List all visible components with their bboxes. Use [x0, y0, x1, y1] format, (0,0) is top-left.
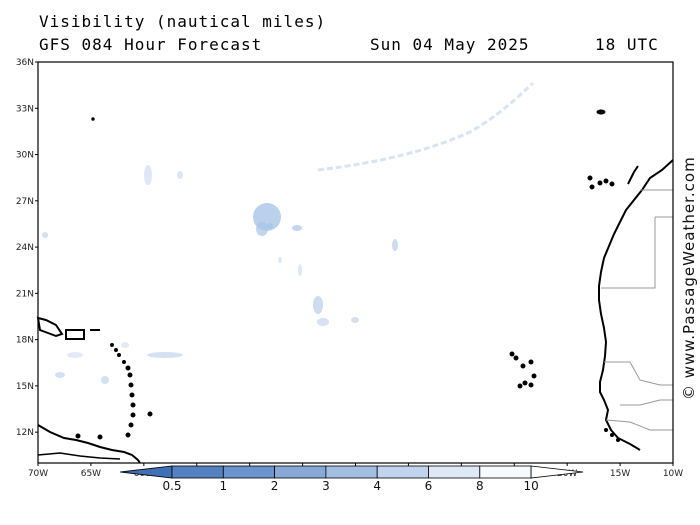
lat-tick-label: 12N: [16, 428, 34, 438]
credit-text: © www.PassageWeather.com: [680, 156, 698, 400]
lat-tick-label: 30N: [16, 151, 34, 161]
forecast-time: 18 UTC: [595, 35, 659, 54]
lon-tick-label: 70W: [28, 469, 48, 479]
colorbar-labels: 0.5 1 2 3 4 6 8 10: [162, 479, 538, 493]
lon-tick-label: 15W: [610, 469, 630, 479]
lon-tick-label: 65W: [81, 469, 101, 479]
forecast-model: GFS 084 Hour Forecast: [39, 35, 263, 54]
lat-tick-label: 36N: [16, 58, 34, 68]
colorbar-label: 8: [476, 479, 484, 493]
colorbar-label: 6: [425, 479, 433, 493]
lat-tick-label: 15N: [16, 382, 34, 392]
colorbar-label: 1: [219, 479, 227, 493]
lat-tick-label: 21N: [16, 289, 34, 299]
colorbar-label: 10: [523, 479, 538, 493]
map-title: Visibility (nautical miles): [39, 12, 327, 31]
colorbar-label: 2: [271, 479, 279, 493]
colorbar-label: 0.5: [162, 479, 181, 493]
colorbar-segment: [274, 465, 327, 479]
coastlines: [36, 109, 674, 464]
latitude-axis: 12N 15N 18N 21N 24N 27N 30N 33N 36N: [16, 58, 38, 438]
lon-tick-label: 10W: [663, 469, 683, 479]
colorbar-arrow-high: [530, 465, 584, 479]
lat-tick-label: 24N: [16, 243, 34, 253]
colorbar-segment: [376, 465, 429, 479]
lat-tick-label: 33N: [16, 104, 34, 114]
lat-tick-label: 18N: [16, 336, 34, 346]
colorbar-segment: [325, 465, 378, 479]
colorbar-segment: [171, 465, 224, 479]
low-visibility-patches: [42, 81, 535, 384]
lat-tick-label: 27N: [16, 197, 34, 207]
forecast-date: Sun 04 May 2025: [370, 35, 530, 54]
colorbar: [119, 465, 584, 479]
country-borders: [601, 189, 673, 431]
colorbar-segment: [479, 465, 532, 479]
colorbar-label: 3: [322, 479, 330, 493]
colorbar-label: 4: [373, 479, 381, 493]
colorbar-segment: [428, 465, 481, 479]
colorbar-segment: [222, 465, 276, 479]
